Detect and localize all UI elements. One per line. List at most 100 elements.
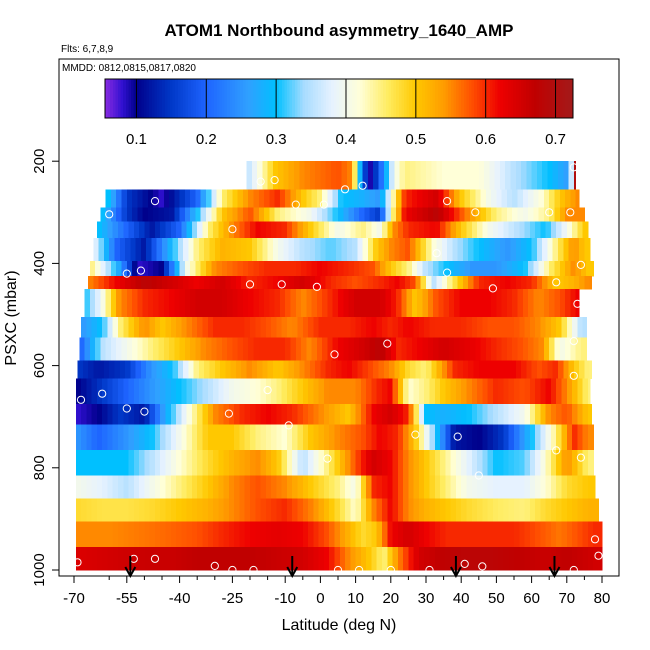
heatmap-cell <box>399 276 406 290</box>
heatmap-cell <box>160 521 167 548</box>
heatmap-cell <box>464 337 471 361</box>
heatmap-cell <box>545 378 552 405</box>
colorbar-segment <box>128 79 132 118</box>
heatmap-cell <box>176 521 182 548</box>
colorbar-segment <box>346 79 350 118</box>
heatmap-cell <box>357 237 364 262</box>
heatmap-cell <box>82 360 89 379</box>
heatmap-cell <box>522 337 529 361</box>
heatmap-cell <box>343 260 350 277</box>
heatmap-cell <box>223 317 230 338</box>
heatmap-cell <box>241 237 248 262</box>
heatmap-cell <box>213 403 219 425</box>
heatmap-cell <box>218 424 225 451</box>
heatmap-cell <box>288 360 295 379</box>
heatmap-cell <box>380 288 387 318</box>
heatmap-cell <box>397 378 404 405</box>
heatmap-cell <box>498 521 505 548</box>
heatmap-cell <box>392 378 399 405</box>
heatmap-cell <box>244 317 251 338</box>
heatmap-cell <box>165 424 172 451</box>
heatmap-cell <box>445 378 452 405</box>
heatmap-cell <box>413 403 420 425</box>
heatmap-cell <box>492 547 499 571</box>
heatmap-cell <box>390 337 397 361</box>
heatmap-cell <box>327 207 334 222</box>
heatmap-cell <box>170 317 177 338</box>
heatmap-cell <box>198 276 205 290</box>
colorbar-segment <box>196 79 200 118</box>
heatmap-cell <box>267 237 274 262</box>
heatmap-cell <box>506 260 513 277</box>
heatmap-cell <box>100 260 107 277</box>
heatmap-cell <box>174 337 181 361</box>
heatmap-cell <box>586 260 593 277</box>
colorbar-segment <box>453 79 457 118</box>
sample-point <box>432 249 441 258</box>
heatmap-cell <box>536 237 543 262</box>
heatmap-cell <box>102 498 109 522</box>
heatmap-cell <box>250 547 256 571</box>
heatmap-cell <box>543 337 550 361</box>
heatmap-cell <box>406 260 413 277</box>
heatmap-cell <box>422 207 429 222</box>
heatmap-cell <box>308 547 314 571</box>
heatmap-cell <box>167 237 174 262</box>
heatmap-cell <box>514 317 520 338</box>
heatmap-row <box>75 521 603 548</box>
heatmap-cell <box>128 521 135 548</box>
heatmap-cell <box>345 521 351 548</box>
heatmap-cell <box>121 260 128 277</box>
heatmap-cell <box>459 337 466 361</box>
heatmap-cell <box>382 424 388 451</box>
heatmap-cell <box>510 360 517 379</box>
heatmap-cell <box>292 475 299 499</box>
heatmap-cell <box>436 237 443 262</box>
heatmap-cell <box>352 360 358 379</box>
heatmap-cell <box>359 337 365 361</box>
heatmap-cell <box>237 337 244 361</box>
heatmap-cell <box>380 337 387 361</box>
heatmap-cell <box>172 360 179 379</box>
heatmap-cell <box>401 288 408 318</box>
colorbar-tick-label: 0.6 <box>475 131 496 148</box>
heatmap-cell <box>480 207 487 222</box>
heatmap-cell <box>281 498 288 522</box>
sample-point <box>576 453 586 462</box>
heatmap-cell <box>318 378 325 405</box>
heatmap-cell <box>239 449 246 476</box>
heatmap-cell <box>484 161 490 190</box>
heatmap-cell <box>572 521 578 548</box>
heatmap-cell <box>538 189 545 209</box>
heatmap-cell <box>329 498 336 522</box>
heatmap-cell <box>517 288 524 318</box>
heatmap-cell <box>109 237 116 262</box>
heatmap-cell <box>589 360 593 379</box>
heatmap-cell <box>135 237 142 262</box>
heatmap-cell <box>383 161 390 190</box>
heatmap-cell <box>387 424 394 451</box>
heatmap-cell <box>339 424 346 451</box>
heatmap-cell <box>216 207 223 222</box>
heatmap-cell <box>162 360 168 379</box>
heatmap-cell <box>468 276 475 290</box>
heatmap-cell <box>207 221 214 239</box>
heatmap-cell <box>408 498 415 522</box>
heatmap-cell <box>170 521 177 548</box>
colorbar-segment <box>123 79 127 118</box>
sample-point <box>425 565 434 575</box>
heatmap-row <box>89 260 594 277</box>
heatmap-cell <box>112 547 119 571</box>
heatmap-cell <box>528 260 534 277</box>
heatmap-cell <box>140 360 147 379</box>
sample-point <box>284 421 293 430</box>
heatmap-cell <box>121 189 128 209</box>
colorbar-segment <box>326 79 330 118</box>
heatmap-cell <box>441 237 448 262</box>
heatmap-cell <box>573 276 580 290</box>
heatmap-cell <box>492 378 499 405</box>
heatmap-cell <box>556 317 563 338</box>
heatmap-cell <box>461 547 468 571</box>
heatmap-cell <box>519 403 526 425</box>
heatmap-cell <box>313 317 320 338</box>
